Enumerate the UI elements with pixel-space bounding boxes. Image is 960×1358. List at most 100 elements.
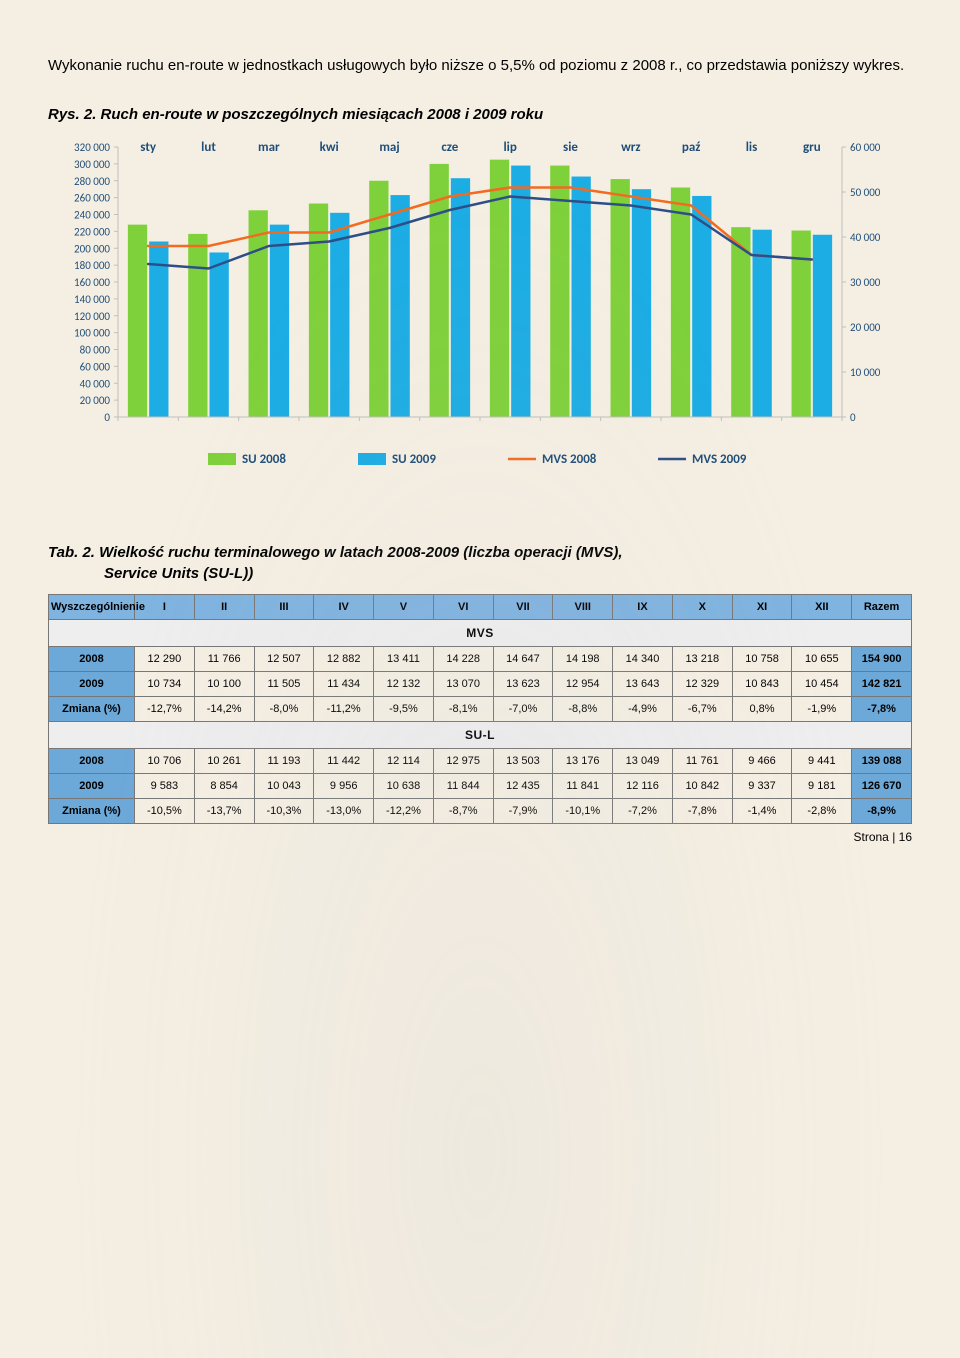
svg-text:mar: mar: [258, 140, 280, 155]
svg-text:paź: paź: [682, 140, 701, 155]
data-cell: 13 218: [672, 646, 732, 671]
svg-text:320 000: 320 000: [74, 141, 110, 154]
data-cell: 9 181: [792, 773, 852, 798]
svg-text:300 000: 300 000: [74, 157, 110, 170]
intro-text: Wykonanie ruchu en-route w jednostkach u…: [48, 55, 912, 78]
data-table: WyszczególnienieIIIIIIIVVVIVIIVIIIIXXXIX…: [48, 594, 912, 824]
svg-text:100 000: 100 000: [74, 326, 110, 339]
data-cell: 12 435: [493, 773, 553, 798]
data-cell: 12 882: [314, 646, 374, 671]
data-cell: 11 193: [254, 748, 314, 773]
data-cell: 11 761: [672, 748, 732, 773]
data-cell: 10 638: [374, 773, 434, 798]
data-cell: 14 198: [553, 646, 613, 671]
data-cell: 14 340: [613, 646, 673, 671]
data-cell: 11 434: [314, 671, 374, 696]
svg-text:50 000: 50 000: [850, 186, 881, 199]
row-label: 2009: [49, 773, 135, 798]
data-cell: -8,9%: [852, 798, 912, 823]
col-header: VIII: [553, 594, 613, 619]
col-header: VII: [493, 594, 553, 619]
data-cell: -13,0%: [314, 798, 374, 823]
data-cell: 10 454: [792, 671, 852, 696]
svg-text:wrz: wrz: [621, 140, 640, 155]
svg-text:140 000: 140 000: [74, 292, 110, 305]
svg-text:40 000: 40 000: [80, 377, 111, 390]
svg-text:cze: cze: [441, 140, 458, 155]
svg-text:lis: lis: [746, 140, 758, 155]
row-label: 2008: [49, 748, 135, 773]
data-cell: -9,5%: [374, 696, 434, 721]
data-cell: 10 842: [672, 773, 732, 798]
svg-text:220 000: 220 000: [74, 225, 110, 238]
svg-text:20 000: 20 000: [80, 394, 111, 407]
data-cell: 139 088: [852, 748, 912, 773]
data-cell: 12 116: [613, 773, 673, 798]
data-cell: -7,8%: [852, 696, 912, 721]
data-cell: 10 100: [194, 671, 254, 696]
col-header: IX: [613, 594, 673, 619]
svg-text:280 000: 280 000: [74, 174, 110, 187]
col-header: X: [672, 594, 732, 619]
data-cell: 12 507: [254, 646, 314, 671]
col-header: III: [254, 594, 314, 619]
data-cell: 0,8%: [732, 696, 792, 721]
svg-text:0: 0: [850, 411, 856, 424]
data-cell: -4,9%: [613, 696, 673, 721]
data-cell: -10,5%: [135, 798, 195, 823]
chart: 020 00040 00060 00080 000100 000120 0001…: [48, 137, 912, 502]
row-label: Zmiana (%): [49, 798, 135, 823]
svg-text:SU 2008: SU 2008: [242, 452, 286, 467]
data-cell: -8,0%: [254, 696, 314, 721]
data-cell: -7,0%: [493, 696, 553, 721]
data-cell: -1,4%: [732, 798, 792, 823]
data-cell: 13 411: [374, 646, 434, 671]
col-header: Razem: [852, 594, 912, 619]
data-cell: 13 049: [613, 748, 673, 773]
data-cell: 12 954: [553, 671, 613, 696]
data-cell: 11 766: [194, 646, 254, 671]
svg-text:MVS 2008: MVS 2008: [542, 452, 597, 467]
data-cell: 13 623: [493, 671, 553, 696]
data-cell: 9 956: [314, 773, 374, 798]
data-cell: 11 844: [433, 773, 493, 798]
data-cell: 12 329: [672, 671, 732, 696]
svg-text:kwi: kwi: [320, 140, 339, 155]
svg-text:180 000: 180 000: [74, 259, 110, 272]
data-cell: -13,7%: [194, 798, 254, 823]
col-header: XII: [792, 594, 852, 619]
col-header: VI: [433, 594, 493, 619]
data-cell: -14,2%: [194, 696, 254, 721]
data-cell: 9 583: [135, 773, 195, 798]
data-cell: -1,9%: [792, 696, 852, 721]
row-label: 2009: [49, 671, 135, 696]
data-cell: 154 900: [852, 646, 912, 671]
col-header: V: [374, 594, 434, 619]
section-header: SU-L: [49, 721, 912, 748]
page-number: Strona | 16: [854, 830, 913, 844]
svg-text:lip: lip: [503, 140, 516, 155]
data-cell: -12,2%: [374, 798, 434, 823]
data-cell: 10 706: [135, 748, 195, 773]
row-label: 2008: [49, 646, 135, 671]
svg-text:SU 2009: SU 2009: [392, 452, 436, 467]
svg-text:MVS 2009: MVS 2009: [692, 452, 747, 467]
svg-text:10 000: 10 000: [850, 366, 881, 379]
data-cell: 8 854: [194, 773, 254, 798]
data-cell: 14 228: [433, 646, 493, 671]
data-cell: -8,8%: [553, 696, 613, 721]
svg-text:maj: maj: [379, 140, 399, 155]
data-cell: 10 843: [732, 671, 792, 696]
data-cell: -2,8%: [792, 798, 852, 823]
data-cell: 9 441: [792, 748, 852, 773]
svg-text:sty: sty: [140, 140, 157, 155]
svg-text:200 000: 200 000: [74, 242, 110, 255]
svg-text:160 000: 160 000: [74, 276, 110, 289]
col-header: Wyszczególnienie: [49, 594, 135, 619]
svg-text:lut: lut: [201, 140, 216, 155]
svg-text:0: 0: [104, 411, 110, 424]
data-cell: -10,3%: [254, 798, 314, 823]
svg-text:gru: gru: [803, 140, 821, 155]
svg-text:60 000: 60 000: [80, 360, 111, 373]
data-cell: 13 643: [613, 671, 673, 696]
